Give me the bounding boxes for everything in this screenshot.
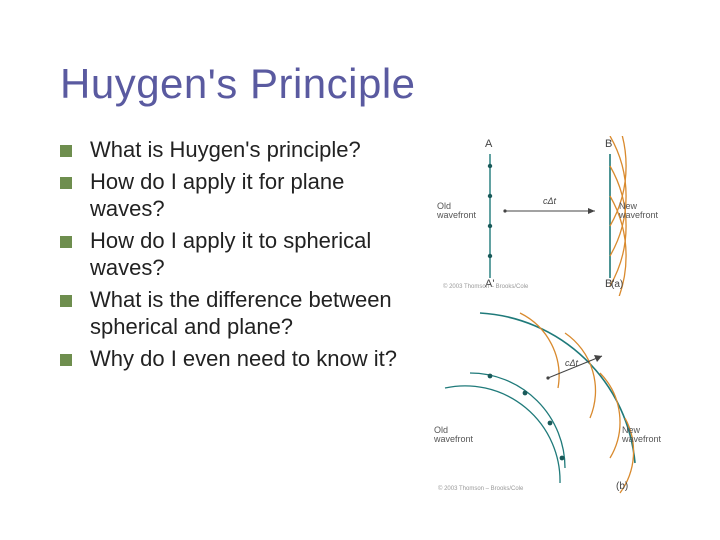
source-point — [488, 224, 492, 228]
new-wavefront-label: Newwavefront — [619, 202, 658, 220]
bullet-text: What is the difference between spherical… — [90, 286, 400, 341]
arrow-origin-dot — [503, 209, 506, 212]
bullet-text: Why do I even need to know it? — [90, 345, 397, 373]
bullet-text: How do I apply it to spherical waves? — [90, 227, 400, 282]
list-item: What is the difference between spherical… — [60, 286, 400, 341]
wavelet-arc — [610, 166, 626, 286]
source-point — [488, 374, 493, 379]
cdt-label: cΔt — [565, 358, 578, 368]
figure-spherical-wave: Oldwavefront Newwavefront cΔt (b) © 2003… — [430, 308, 670, 498]
square-bullet-icon — [60, 236, 72, 248]
wavelet-arc — [610, 136, 626, 256]
content-row: What is Huygen's principle? How do I app… — [60, 136, 680, 498]
square-bullet-icon — [60, 145, 72, 157]
slide: Huygen's Principle What is Huygen's prin… — [0, 0, 720, 540]
cdt-label: cΔt — [543, 196, 556, 206]
square-bullet-icon — [60, 295, 72, 307]
list-item: How do I apply it to spherical waves? — [60, 227, 400, 282]
label-B: B — [605, 138, 612, 150]
source-point — [488, 164, 492, 168]
label-A: A — [485, 138, 492, 150]
bullet-text: How do I apply it for plane waves? — [90, 168, 400, 223]
subfigure-label: (a) — [611, 279, 623, 290]
wavelet-arc — [520, 313, 559, 388]
square-bullet-icon — [60, 177, 72, 189]
wavelet-arc — [600, 373, 620, 458]
copyright-text: © 2003 Thomson – Brooks/Cole — [443, 284, 528, 290]
source-point — [488, 254, 492, 258]
bullet-list: What is Huygen's principle? How do I app… — [60, 136, 400, 498]
new-wavefront-label: Newwavefront — [622, 426, 661, 444]
bullet-text: What is Huygen's principle? — [90, 136, 361, 164]
subfigure-label: (b) — [616, 481, 628, 492]
old-wavefront-label: Oldwavefront — [437, 202, 476, 220]
figure-plane-wave: A B A' B' Oldwavefront Newwavefront cΔt … — [435, 136, 665, 296]
slide-title: Huygen's Principle — [60, 60, 680, 108]
list-item: What is Huygen's principle? — [60, 136, 400, 164]
source-point — [523, 391, 528, 396]
source-point — [488, 194, 492, 198]
square-bullet-icon — [60, 354, 72, 366]
arrowhead-icon — [588, 208, 595, 214]
figures-column: A B A' B' Oldwavefront Newwavefront cΔt … — [420, 136, 680, 498]
arrow-origin-dot — [546, 376, 549, 379]
copyright-text: © 2003 Thomson – Brooks/Cole — [438, 486, 523, 492]
old-wavefront-label: Oldwavefront — [434, 426, 473, 444]
source-point — [560, 456, 565, 461]
source-point — [548, 421, 553, 426]
list-item: How do I apply it for plane waves? — [60, 168, 400, 223]
list-item: Why do I even need to know it? — [60, 345, 400, 373]
spherical-wave-svg — [430, 308, 670, 498]
